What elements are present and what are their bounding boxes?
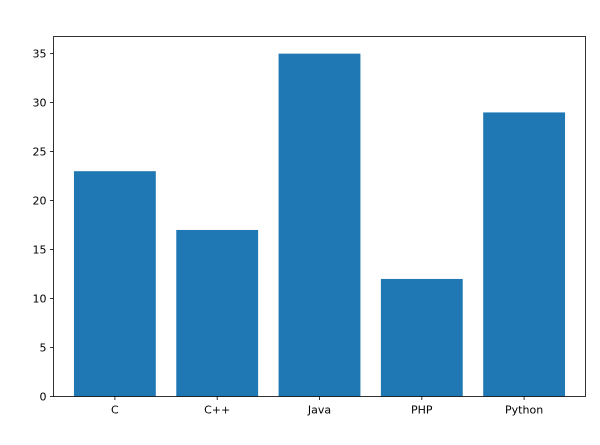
bar-php [380, 278, 463, 397]
y-tick-label: 30 [33, 97, 47, 110]
y-axis: 0 5 10 15 20 25 30 35 [33, 48, 54, 404]
bars [73, 53, 566, 397]
bar-cpp [176, 229, 259, 397]
x-tick-label: C [111, 404, 119, 417]
y-tick-label: 35 [33, 48, 47, 61]
x-tick-label: Java [307, 404, 331, 417]
y-tick-label: 0 [40, 391, 47, 404]
bar-c [73, 171, 156, 397]
x-tick-label: PHP [411, 404, 433, 417]
y-tick-label: 15 [33, 244, 47, 257]
y-tick-label: 20 [33, 195, 47, 208]
bar-java [278, 53, 361, 397]
y-tick-label: 25 [33, 146, 47, 159]
x-tick-label: C++ [204, 404, 230, 417]
x-axis: C C++ Java PHP Python [111, 396, 543, 417]
y-tick-label: 10 [33, 293, 47, 306]
y-tick-label: 5 [40, 342, 47, 355]
x-tick-label: Python [505, 404, 543, 417]
bar-python [483, 112, 566, 397]
